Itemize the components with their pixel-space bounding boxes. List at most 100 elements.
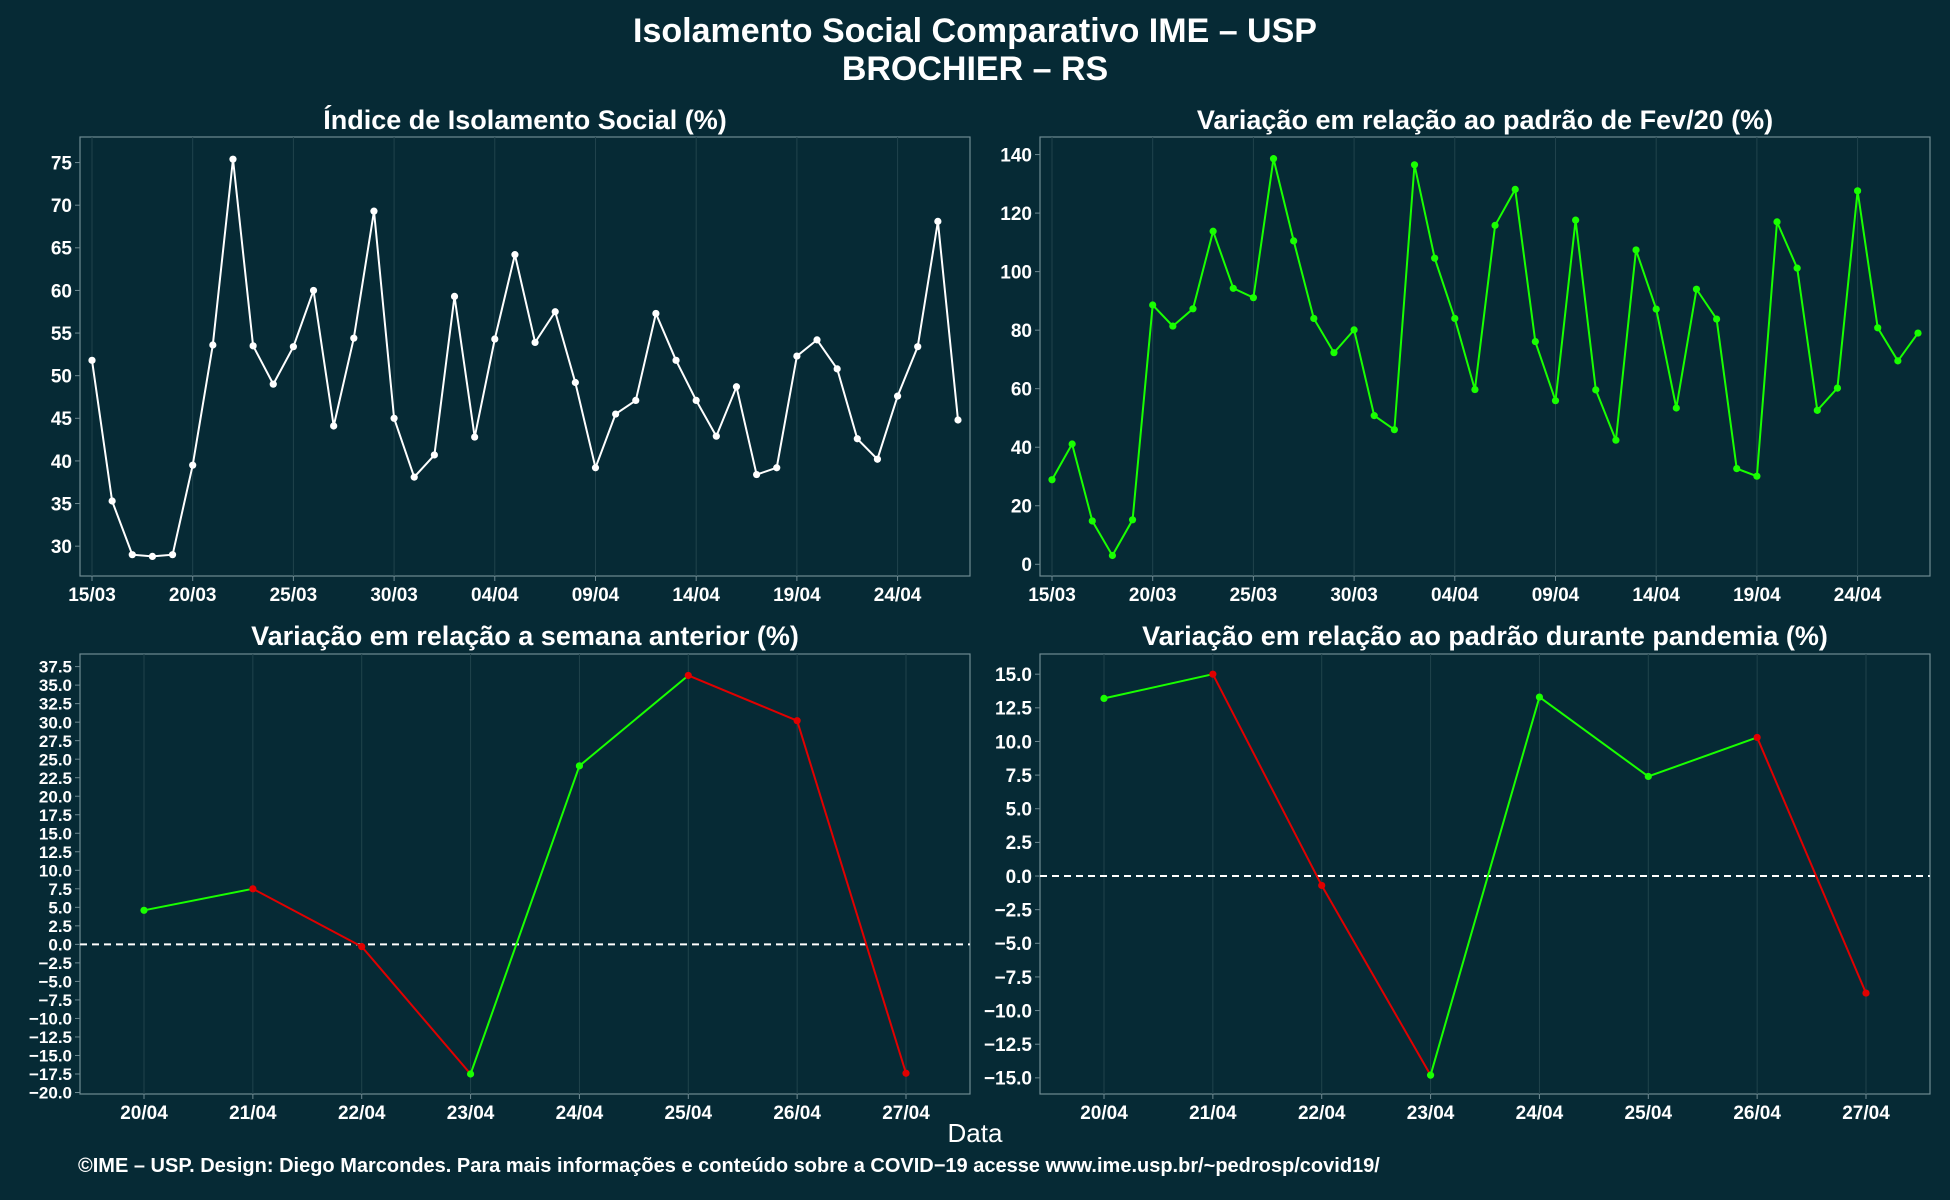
x-tick-label: 24/04 [556,1103,604,1124]
x-tick-label: 27/04 [882,1103,930,1124]
y-tick-label: 12.5 [995,699,1032,720]
x-tick-label: 20/03 [1129,585,1177,606]
x-tick-label: 09/04 [572,585,620,606]
data-point [269,380,277,388]
y-tick-label: 40 [51,452,72,473]
y-tick-label: 55 [51,324,73,345]
y-tick-label: −10.0 [29,1010,72,1029]
data-point [511,251,519,259]
data-point [1410,161,1419,169]
data-point [1833,384,1842,392]
figure-title: Isolamento Social Comparativo IME – USP [633,12,1317,50]
data-point [1773,218,1781,226]
series-line [1051,158,1919,558]
data-point [1390,426,1398,434]
data-point [1128,516,1137,524]
series-segment [1103,673,1214,700]
footer-credits: ©IME – USP. Design: Diego Marcondes. Par… [78,1155,1380,1177]
plot-area-border [79,136,971,577]
data-point [672,356,680,364]
data-point [1269,155,1278,163]
data-point [1451,314,1459,323]
data-point [410,473,418,481]
y-tick-label: 32.5 [39,695,72,714]
data-point [358,942,366,951]
x-tick-label: 24/04 [874,585,922,606]
data-point [1088,517,1096,525]
series-segment [143,887,254,912]
data-point [1290,237,1298,245]
x-tick-label: 30/03 [1330,585,1378,606]
data-point [813,336,821,344]
y-tick-label: −20.0 [29,1084,72,1103]
data-point [1753,472,1761,480]
y-tick-label: 22.5 [39,769,72,788]
data-point [88,356,96,364]
y-tick-label: 35 [51,494,73,515]
data-point [1644,772,1652,781]
data-point [551,308,559,316]
data-point [430,451,438,459]
panel-title: Variação em relação ao padrão de Fev/20 … [1197,105,1773,135]
series-segment [469,765,581,1075]
series-segment [1211,673,1323,886]
y-tick-label: 27.5 [39,732,72,751]
data-point [853,435,861,443]
data-point [833,365,841,373]
y-tick-label: 0.0 [48,935,72,954]
y-tick-label: 50 [51,367,72,388]
data-point [684,671,692,680]
y-tick-label: −5.0 [994,934,1032,955]
data-point [1169,322,1177,330]
y-tick-label: −2.5 [994,900,1032,921]
y-tick-label: 75 [51,153,73,174]
data-point [1350,326,1358,334]
x-tick-label: 14/04 [672,585,720,606]
data-point [1612,436,1620,444]
chart-panel-variation-pandemic: Variação em relação ao padrão durante pa… [984,621,1931,1124]
x-tick-label: 25/04 [665,1103,713,1124]
y-tick-label: 30 [51,537,72,558]
panel-title: Variação em relação ao padrão durante pa… [1142,621,1828,651]
x-tick-label: 25/03 [270,585,318,606]
data-point [1068,440,1076,448]
data-point [652,309,660,318]
data-point [1551,397,1560,405]
data-point [1491,221,1499,229]
data-point [954,416,962,424]
y-tick-label: 80 [1011,321,1032,342]
data-point [732,383,741,391]
data-point [390,414,398,422]
chart-panel-variation-previous-week: Variação em relação a semana anterior (%… [29,621,971,1124]
y-tick-label: 17.5 [39,806,72,825]
x-tick-label: 30/03 [370,585,418,606]
data-point [1426,1071,1435,1079]
y-tick-label: 25.0 [39,750,72,769]
data-point [793,352,801,360]
x-tick-label: 21/04 [1189,1103,1237,1124]
y-tick-label: 15.0 [995,665,1032,686]
plot-area-border [1039,653,1931,1095]
y-tick-label: 45 [51,409,73,430]
x-tick-label: 27/04 [1842,1103,1890,1124]
data-point [249,342,257,350]
y-tick-label: −2.5 [38,954,72,973]
x-tick-label: 15/03 [68,585,116,606]
x-tick-label: 21/04 [229,1103,277,1124]
data-point [692,396,700,404]
data-point [289,343,297,351]
data-point [1652,305,1660,313]
data-point [873,455,882,463]
y-tick-label: 60 [1011,380,1032,401]
x-tick-label: 24/04 [1516,1103,1564,1124]
data-point [209,341,217,349]
data-point [1471,385,1479,394]
y-tick-label: 2.5 [1006,833,1033,854]
y-tick-label: −7.5 [38,991,72,1010]
data-point [1914,329,1922,337]
series-line [91,159,959,558]
data-point [1813,406,1821,414]
y-tick-label: 37.5 [39,658,72,677]
figure-subtitle: BROCHIER – RS [841,50,1109,88]
